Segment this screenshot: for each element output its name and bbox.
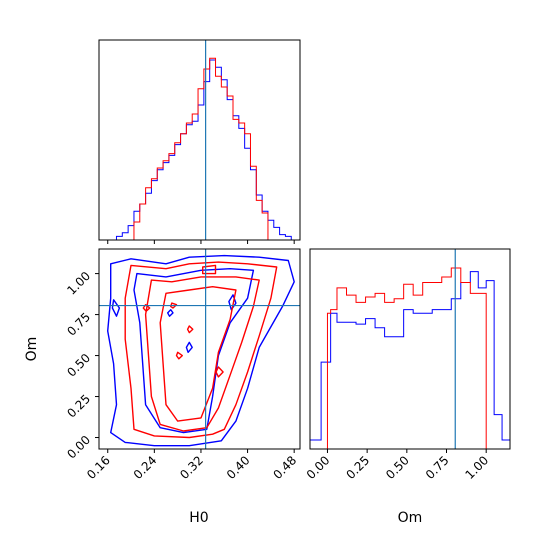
contour-frame	[98, 248, 301, 450]
contour-series-0-level-3	[228, 294, 237, 311]
contour-series-0-level-1	[133, 268, 255, 434]
h0-histogram-series-0	[99, 59, 298, 241]
om-histogram-frame	[309, 248, 511, 450]
contour-series-1-level-4	[142, 304, 151, 312]
h0-histogram-frame	[98, 39, 301, 241]
h0-histogram-series-1	[99, 57, 298, 241]
contour-series-1-level-0	[124, 261, 278, 439]
contour-series-0-level-5	[166, 309, 174, 317]
h0-histogram-panel	[98, 39, 301, 244]
om-axis-label: Om	[24, 337, 40, 362]
om-histogram-series-1	[326, 267, 487, 449]
om-histogram-axis-label: Om	[398, 510, 423, 526]
contour-series-1-level-6	[215, 366, 224, 378]
contour-series-0-level-0	[106, 254, 295, 447]
h0-axis-label: H0	[189, 510, 208, 526]
contour-series-1-level-3	[201, 264, 217, 275]
contour-series-0-level-4	[185, 341, 193, 353]
contour-series-1-level-2	[159, 286, 237, 422]
om-histogram-series-0	[309, 271, 510, 449]
contour-series-1-level-1	[144, 276, 260, 432]
contour-series-1-level-8	[186, 325, 194, 334]
contour-series-1-level-7	[175, 351, 184, 360]
